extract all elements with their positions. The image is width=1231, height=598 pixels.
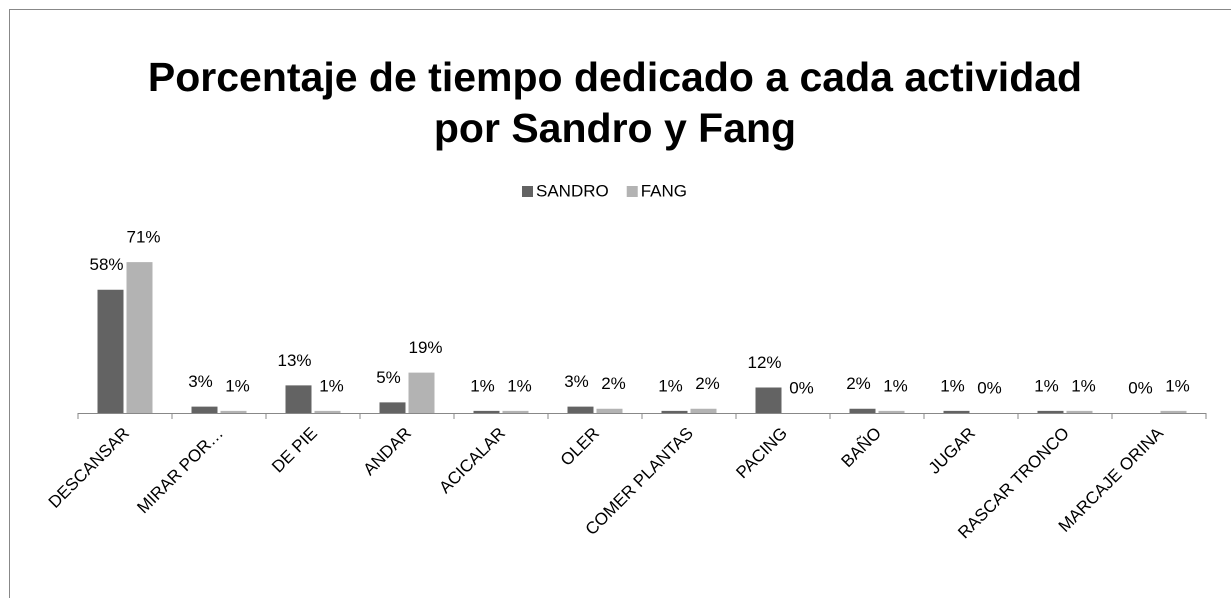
chart-title: Porcentaje de tiempo dedicado a cada act… bbox=[147, 54, 1083, 151]
legend-swatch bbox=[626, 186, 638, 197]
data-label: 2% bbox=[695, 374, 720, 393]
data-label: 71% bbox=[126, 228, 160, 247]
data-label: 13% bbox=[277, 351, 311, 370]
bar bbox=[567, 406, 594, 413]
data-label: 1% bbox=[1034, 376, 1059, 395]
bar bbox=[379, 402, 406, 413]
data-label: 3% bbox=[188, 372, 213, 391]
x-tick-label: MARCAJE ORINA bbox=[1055, 423, 1168, 536]
x-tick-label: OLER bbox=[557, 424, 603, 470]
x-tick-label: ANDAR bbox=[359, 424, 415, 480]
data-label: 1% bbox=[940, 376, 965, 395]
legend-swatch bbox=[522, 186, 533, 197]
bar bbox=[502, 410, 529, 413]
bar bbox=[596, 408, 623, 413]
legend-label: FANG bbox=[641, 181, 687, 200]
x-tick-label: PACING bbox=[732, 424, 791, 483]
data-label: 5% bbox=[376, 368, 401, 387]
bar bbox=[1066, 410, 1093, 413]
data-label: 0% bbox=[789, 378, 814, 397]
data-label: 1% bbox=[1165, 376, 1190, 395]
data-label: 1% bbox=[225, 376, 250, 395]
data-label: 0% bbox=[977, 378, 1002, 397]
legend-label: SANDRO bbox=[536, 181, 609, 200]
bar bbox=[285, 385, 312, 413]
bar bbox=[755, 387, 782, 413]
data-label: 2% bbox=[846, 374, 871, 393]
data-label: 1% bbox=[319, 376, 344, 395]
data-label: 1% bbox=[658, 376, 683, 395]
x-tick-label: JUGAR bbox=[925, 424, 979, 478]
x-tick-label: MIRAR POR… bbox=[133, 424, 227, 518]
bar bbox=[97, 289, 124, 413]
bar bbox=[473, 410, 500, 413]
bar bbox=[1160, 410, 1187, 413]
x-tick-label: DESCANSAR bbox=[45, 424, 133, 512]
bar bbox=[314, 410, 341, 413]
x-tick-label: ACICALAR bbox=[435, 424, 509, 498]
data-label: 12% bbox=[747, 353, 781, 372]
data-label: 1% bbox=[1071, 376, 1096, 395]
data-label: 1% bbox=[507, 376, 532, 395]
bar bbox=[220, 410, 247, 413]
bar bbox=[1037, 410, 1064, 413]
data-label: 3% bbox=[564, 372, 589, 391]
data-label: 19% bbox=[408, 338, 442, 357]
data-label: 1% bbox=[883, 376, 908, 395]
bar bbox=[126, 262, 153, 413]
bar bbox=[849, 408, 876, 413]
bar bbox=[943, 410, 970, 413]
x-tick-label: DE PIE bbox=[268, 424, 321, 477]
data-label: 1% bbox=[470, 376, 495, 395]
bar bbox=[690, 408, 717, 413]
data-label: 2% bbox=[601, 374, 626, 393]
x-tick-label: BAÑO bbox=[837, 424, 885, 472]
bar bbox=[878, 410, 905, 413]
data-label: 0% bbox=[1128, 378, 1153, 397]
bar bbox=[408, 372, 435, 413]
data-label: 58% bbox=[89, 255, 123, 274]
bar bbox=[191, 406, 218, 413]
chart-border bbox=[9, 9, 1231, 598]
bar bbox=[661, 410, 688, 413]
